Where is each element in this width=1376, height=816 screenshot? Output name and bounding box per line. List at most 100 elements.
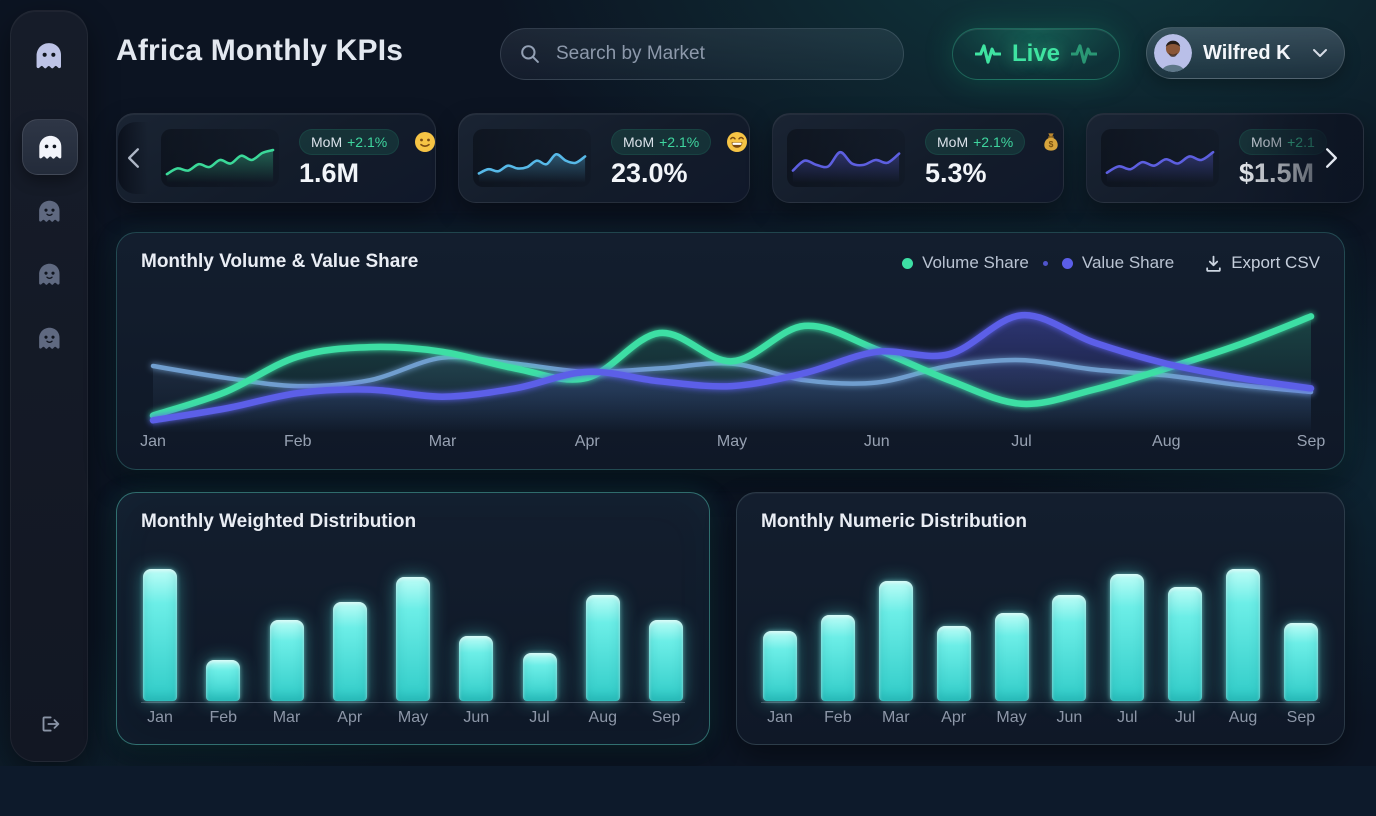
- x-axis-label: Jun: [863, 433, 890, 450]
- bar-label: Jan: [147, 709, 173, 726]
- logout-icon: [42, 716, 60, 732]
- export-csv-label: Export CSV: [1231, 253, 1320, 272]
- money-bag-emoji-icon: [1039, 130, 1063, 154]
- user-menu[interactable]: Wilfred K: [1146, 27, 1345, 79]
- download-icon: [1206, 255, 1221, 272]
- x-axis-label: Mar: [428, 433, 457, 450]
- bar: [269, 620, 304, 701]
- legend-label: Value Share: [1081, 253, 1175, 272]
- bar: [878, 580, 913, 701]
- x-axis-label: May: [716, 433, 748, 450]
- bar: [1110, 574, 1145, 701]
- bar: [1052, 595, 1087, 701]
- chevron-down-icon: [1313, 49, 1327, 57]
- live-badge[interactable]: Live: [952, 28, 1120, 80]
- search-input[interactable]: [554, 42, 885, 66]
- chart-legend: Volume Share Value Share Export CSV: [902, 253, 1320, 273]
- logout-button[interactable]: [11, 713, 87, 735]
- pulse-icon: [975, 41, 1001, 67]
- mom-badge: MoM +2.1: [1239, 129, 1327, 155]
- bar-label: Feb: [209, 709, 238, 726]
- carousel-prev-button[interactable]: [118, 122, 148, 194]
- kpi-card-volume[interactable]: MoM +2.1% 1.6M: [116, 113, 436, 203]
- bar: [522, 653, 557, 701]
- bar: [1226, 569, 1260, 701]
- numeric-distribution-title: Monthly Numeric Distribution: [761, 511, 1027, 532]
- bar: [820, 615, 855, 701]
- kpi-sparkline: [787, 129, 905, 187]
- slightly-smiling-face-emoji-icon: [413, 130, 437, 154]
- page-title: Africa Monthly KPIs: [116, 34, 404, 67]
- bar-label: Jan: [767, 709, 793, 726]
- kpi-card-percentage[interactable]: MoM +2.1% 23.0%: [458, 113, 750, 203]
- numeric-distribution-card: Monthly Numeric Distribution Jan Feb Mar Ap…: [736, 492, 1345, 745]
- avatar: [1154, 34, 1192, 72]
- sidebar-item-4[interactable]: [11, 326, 87, 351]
- chart-baseline: [761, 702, 1320, 703]
- bar: [459, 636, 494, 701]
- bar: [143, 569, 177, 701]
- app-logo-ghost-icon[interactable]: [11, 41, 87, 71]
- chart-baseline: [141, 702, 685, 703]
- bar-chart-labels: Jan Feb Mar Apr May Jun Jul Jul Aug Sep: [763, 709, 1318, 727]
- user-name: Wilfred K: [1203, 41, 1291, 64]
- bar-label: May: [397, 709, 429, 726]
- sidebar-item-dashboard-active[interactable]: [22, 119, 78, 175]
- bar: [396, 576, 430, 701]
- bar-label: Apr: [337, 709, 363, 726]
- bar-label: May: [996, 709, 1027, 726]
- bar: [206, 660, 241, 701]
- bar-label: Feb: [824, 709, 852, 726]
- x-axis-labels: Jan Feb Mar Apr May Jun Jul Aug Sep: [140, 433, 1325, 457]
- bar-chart: [143, 569, 683, 701]
- kpi-card-rate[interactable]: MoM +2.1% 5.3%: [772, 113, 1064, 203]
- kpi-sparkline: [473, 129, 591, 187]
- weighted-distribution-title: Monthly Weighted Distribution: [141, 511, 417, 532]
- search-icon: [521, 45, 539, 63]
- bar-label: Jun: [463, 709, 490, 726]
- kpi-value: $1.5M: [1239, 158, 1315, 188]
- bar: [585, 595, 620, 701]
- kpi-sparkline: [161, 129, 279, 187]
- carousel-next-button[interactable]: [1316, 122, 1346, 194]
- legend-value-share[interactable]: Value Share: [1061, 253, 1175, 273]
- main-chart-card: Monthly Volume & Value Share Volume Shar…: [116, 232, 1345, 470]
- bar-label: Sep: [1286, 709, 1316, 726]
- footer-strip: [0, 766, 1376, 816]
- bar-label: Apr: [941, 709, 967, 726]
- kpi-value: 23.0%: [611, 158, 688, 188]
- bar-chart-labels: Jan Feb Mar Apr May Jun Jul Aug Sep: [143, 709, 683, 727]
- line-chart-plot: [149, 312, 1315, 433]
- bar-label: Jul: [1117, 709, 1138, 726]
- live-label: Live: [1011, 40, 1061, 67]
- weighted-distribution-card: Monthly Weighted Distribution Jan Feb Mar A…: [116, 492, 710, 745]
- bar-label: Jul: [1174, 709, 1196, 726]
- beaming-face-emoji-icon: [725, 130, 749, 154]
- chevron-left-icon: [127, 148, 139, 168]
- bar-label: Sep: [651, 709, 681, 726]
- bar-label: Mar: [881, 709, 910, 726]
- bar-chart: [763, 569, 1318, 701]
- pulse-icon: [1071, 41, 1097, 67]
- x-axis-label: Apr: [574, 433, 600, 450]
- x-axis-label: Sep: [1296, 433, 1326, 450]
- bar: [763, 631, 797, 701]
- legend-volume-share[interactable]: Volume Share: [902, 253, 1029, 273]
- kpi-value: 5.3%: [925, 158, 987, 188]
- legend-label: Volume Share: [922, 253, 1029, 272]
- sidebar-item-3[interactable]: [11, 262, 87, 287]
- bar: [994, 612, 1029, 701]
- x-axis-label: Aug: [1152, 433, 1181, 450]
- legend-separator-dot: [1042, 260, 1048, 266]
- bar: [936, 625, 971, 701]
- export-csv-button[interactable]: Export CSV: [1204, 253, 1320, 273]
- mom-badge: MoM +2.1%: [925, 129, 1026, 155]
- bar-label: Mar: [272, 709, 301, 726]
- mom-badge: MoM +2.1%: [299, 129, 400, 155]
- chevron-right-icon: [1325, 148, 1337, 168]
- sidebar-item-2[interactable]: [11, 199, 87, 224]
- bar-label: Aug: [588, 709, 617, 726]
- kpi-sparkline: [1101, 129, 1219, 187]
- search-bar[interactable]: [500, 28, 904, 80]
